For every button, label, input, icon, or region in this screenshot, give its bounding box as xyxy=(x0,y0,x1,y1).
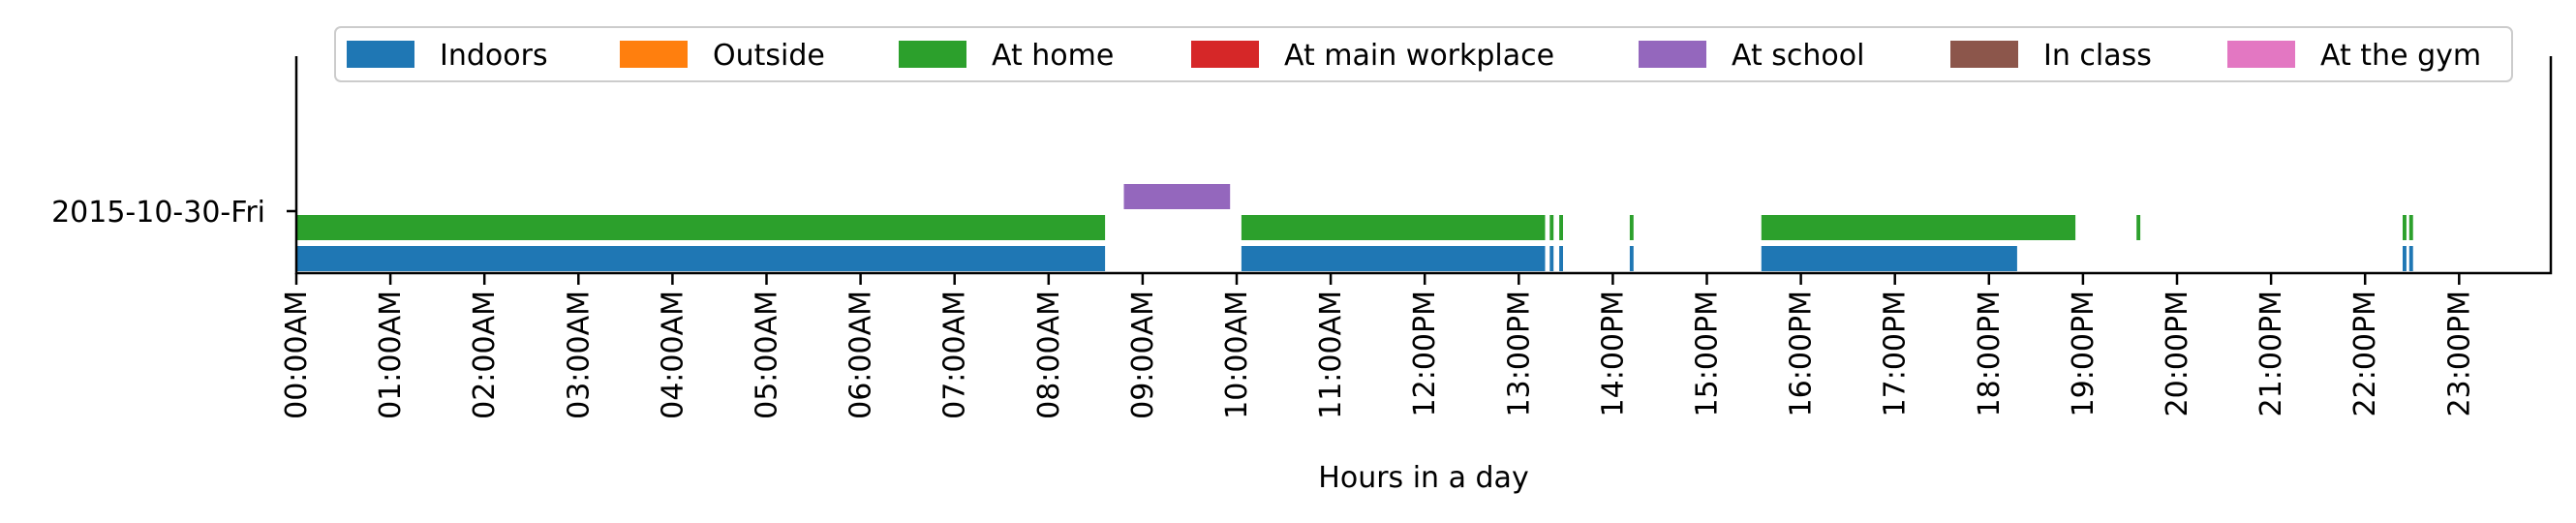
activity-bar xyxy=(1761,215,2076,240)
activity-bar xyxy=(1241,246,1546,271)
x-tick-label: 20:00PM xyxy=(2161,291,2194,416)
axes-frame xyxy=(294,56,2553,275)
x-tick-label: 01:00AM xyxy=(374,291,408,419)
x-tick-label: 05:00AM xyxy=(751,291,784,419)
x-tick-label: 09:00AM xyxy=(1126,291,1160,419)
legend-swatch xyxy=(1639,41,1706,68)
activity-bar xyxy=(296,246,1106,271)
legend-label: Indoors xyxy=(440,39,548,73)
legend-swatch xyxy=(347,41,414,68)
legend-label: Outside xyxy=(713,39,825,73)
x-tick-label: 14:00PM xyxy=(1596,291,1630,416)
activity-bars xyxy=(296,184,2413,271)
legend-swatch xyxy=(1950,41,2018,68)
legend-swatch xyxy=(2227,41,2295,68)
activity-bar xyxy=(1549,246,1554,271)
x-tick-label: 13:00PM xyxy=(1502,291,1536,416)
activity-bar xyxy=(1761,246,2017,271)
activity-bar xyxy=(2403,246,2407,271)
activity-bar xyxy=(1629,246,1634,271)
legend-swatch xyxy=(620,41,688,68)
x-tick-label: 15:00PM xyxy=(1691,291,1725,416)
x-tick-label: 02:00AM xyxy=(468,291,502,419)
x-tick-label: 21:00PM xyxy=(2254,291,2288,416)
activity-bar xyxy=(1559,215,1563,240)
activity-bar xyxy=(1559,246,1563,271)
x-tick-label: 10:00AM xyxy=(1220,291,1254,419)
legend-label: In class xyxy=(2043,39,2152,73)
legend-swatch xyxy=(899,41,966,68)
x-tick-label: 12:00PM xyxy=(1408,291,1442,416)
x-tick-label: 18:00PM xyxy=(1973,291,2007,416)
activity-bar xyxy=(2403,215,2407,240)
plot-area xyxy=(294,56,2553,275)
activity-bar xyxy=(1549,215,1554,240)
legend-label: At the gym xyxy=(2320,39,2481,73)
legend-label: At home xyxy=(992,39,1114,73)
y-axis: 2015-10-30-Fri xyxy=(51,196,296,230)
legend: Indoors Outside At home At main workplace At… xyxy=(334,26,2513,82)
activity-bar xyxy=(1629,215,1634,240)
activity-bar xyxy=(1241,215,1546,240)
legend-label: At school xyxy=(1732,39,1864,73)
x-axis-title: Hours in a day xyxy=(1318,461,1528,495)
activity-bar xyxy=(296,215,1106,240)
x-tick-label: 08:00AM xyxy=(1032,291,1066,419)
activity-bar xyxy=(2408,215,2413,240)
legend-swatch xyxy=(1191,41,1259,68)
x-tick-label: 00:00AM xyxy=(280,291,314,419)
x-tick-label: 06:00AM xyxy=(844,291,878,419)
x-tick-label: 16:00PM xyxy=(1785,291,1819,416)
x-axis: 00:00AM 01:00AM 02:00AM 03:00AM 04:00AM 05:00… xyxy=(280,273,2476,419)
x-tick-label: 19:00PM xyxy=(2067,291,2101,416)
x-tick-label: 22:00PM xyxy=(2348,291,2382,416)
x-tick-label: 17:00PM xyxy=(1879,291,1913,416)
legend-label: At main workplace xyxy=(1284,39,1554,73)
x-tick-label: 11:00AM xyxy=(1314,291,1348,419)
x-tick-label: 03:00AM xyxy=(562,291,596,419)
y-tick-label: 2015-10-30-Fri xyxy=(51,196,265,230)
x-tick-label: 23:00PM xyxy=(2442,291,2476,416)
activity-bar xyxy=(2136,215,2141,240)
x-tick-label: 07:00AM xyxy=(938,291,972,419)
activity-bar xyxy=(1123,184,1231,209)
x-tick-label: 04:00AM xyxy=(656,291,690,419)
activity-bar xyxy=(2408,246,2413,271)
